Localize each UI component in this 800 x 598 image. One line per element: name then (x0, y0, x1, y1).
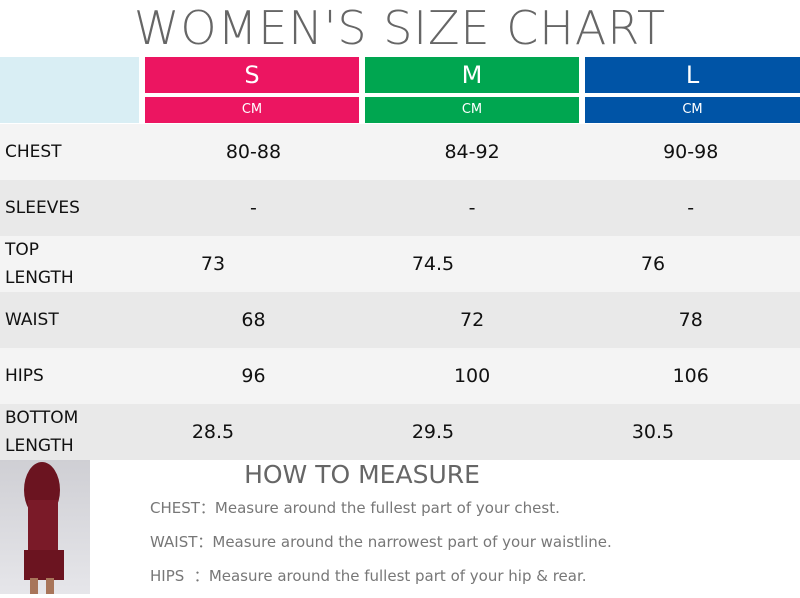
unit-header: CM (365, 97, 579, 123)
how-to-measure-title: HOW TO MEASURE (244, 460, 480, 489)
table-cell: - (468, 197, 476, 219)
table-cell: 28.5 (191, 421, 235, 443)
size-header-s: S (145, 57, 359, 93)
table-cell: - (687, 197, 695, 219)
row-label: BOTTOM LENGTH (5, 408, 79, 456)
row-label: CHEST (5, 142, 62, 162)
measure-instruction: HIPS ：Measure around the fullest part of… (150, 565, 587, 586)
table-cell: 73 (200, 253, 226, 275)
header-corner (0, 57, 139, 123)
measure-label: HIPS ： (150, 567, 209, 585)
table-cell: 84-92 (444, 141, 500, 163)
unit-header: CM (145, 97, 359, 123)
table-row: BOTTOM LENGTH 28.5 29.5 30.5 (0, 404, 800, 460)
table-cell: 76 (640, 253, 666, 275)
row-label: TOP LENGTH (5, 240, 74, 288)
table-cell: 96 (241, 365, 266, 387)
table-cell: - (250, 197, 257, 219)
measure-label: WAIST： (150, 533, 213, 551)
table-row: SLEEVES - - - (0, 180, 800, 236)
row-label: WAIST (5, 310, 59, 330)
table-cell: 78 (678, 309, 703, 331)
table-row: WAIST 68 72 78 (0, 292, 800, 348)
measure-text: Measure around the narrowest part of you… (212, 533, 612, 551)
row-label: SLEEVES (5, 198, 80, 218)
measure-instruction: CHEST：Measure around the fullest part of… (150, 497, 560, 518)
page-title: WOMEN'S SIZE CHART (133, 1, 667, 55)
table-cell: 80-88 (225, 141, 282, 163)
table-cell: 30.5 (631, 421, 675, 443)
model-photo (0, 460, 90, 594)
table-row: CHEST 80-88 84-92 90-98 (0, 124, 800, 180)
table-cell: 100 (453, 365, 491, 387)
table-cell: 106 (672, 365, 709, 387)
size-header-l: L (585, 57, 800, 93)
unit-header: CM (585, 97, 800, 123)
measure-text: Measure around the fullest part of your … (208, 567, 587, 585)
measure-instruction: WAIST：Measure around the narrowest part … (150, 531, 612, 552)
table-row: TOP LENGTH 73 74.5 76 (0, 236, 800, 292)
measure-text: Measure around the fullest part of your … (214, 499, 560, 517)
measure-label: CHEST： (150, 499, 215, 517)
table-cell: 72 (459, 309, 485, 331)
table-cell: 74.5 (411, 253, 455, 275)
table-row: HIPS 96 100 106 (0, 348, 800, 404)
table-cell: 29.5 (411, 421, 455, 443)
size-header-m: M (365, 57, 579, 93)
row-label: HIPS (5, 366, 44, 386)
table-cell: 90-98 (663, 141, 719, 163)
table-cell: 68 (241, 309, 266, 331)
